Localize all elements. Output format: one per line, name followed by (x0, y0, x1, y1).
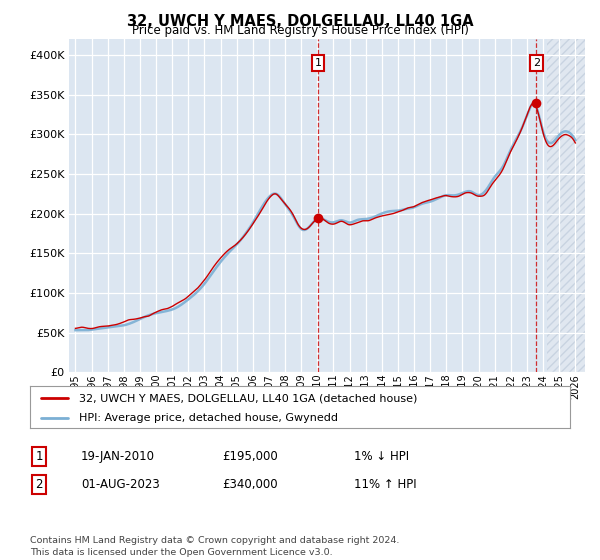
Text: 01-AUG-2023: 01-AUG-2023 (81, 478, 160, 491)
Text: 2: 2 (35, 478, 43, 491)
Text: Price paid vs. HM Land Registry's House Price Index (HPI): Price paid vs. HM Land Registry's House … (131, 24, 469, 37)
Text: Contains HM Land Registry data © Crown copyright and database right 2024.
This d: Contains HM Land Registry data © Crown c… (30, 536, 400, 557)
Text: HPI: Average price, detached house, Gwynedd: HPI: Average price, detached house, Gwyn… (79, 413, 338, 423)
Text: 1: 1 (35, 450, 43, 463)
Bar (547, 39, 585, 372)
Text: 11% ↑ HPI: 11% ↑ HPI (354, 478, 416, 491)
Text: 19-JAN-2010: 19-JAN-2010 (81, 450, 155, 463)
Text: 2: 2 (533, 58, 540, 68)
Text: 1: 1 (314, 58, 322, 68)
Text: 32, UWCH Y MAES, DOLGELLAU, LL40 1GA (detached house): 32, UWCH Y MAES, DOLGELLAU, LL40 1GA (de… (79, 393, 417, 403)
Text: 32, UWCH Y MAES, DOLGELLAU, LL40 1GA: 32, UWCH Y MAES, DOLGELLAU, LL40 1GA (127, 14, 473, 29)
Bar (547, 39, 585, 372)
Text: £195,000: £195,000 (222, 450, 278, 463)
Text: 1% ↓ HPI: 1% ↓ HPI (354, 450, 409, 463)
Text: £340,000: £340,000 (222, 478, 278, 491)
